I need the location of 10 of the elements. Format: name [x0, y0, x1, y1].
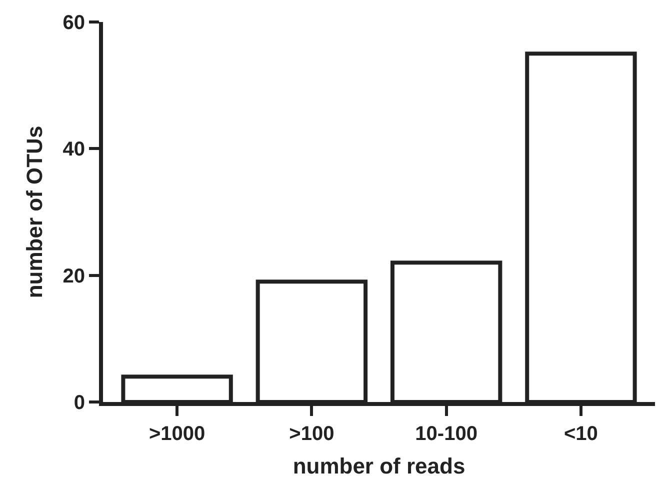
y-axis-title: number of OTUs: [22, 126, 48, 298]
x-tick-label: <10: [564, 423, 598, 445]
x-tick-label: >100: [289, 423, 334, 445]
y-tick-label: 40: [62, 138, 85, 161]
y-tick-label: 0: [74, 392, 85, 414]
x-tick-label: 10-100: [415, 423, 478, 445]
y-tick-label: 60: [62, 12, 85, 34]
x-axis-title: number of reads: [292, 453, 466, 478]
x-tick-label: >1000: [148, 423, 206, 445]
y-tick-label: 20: [62, 265, 85, 288]
